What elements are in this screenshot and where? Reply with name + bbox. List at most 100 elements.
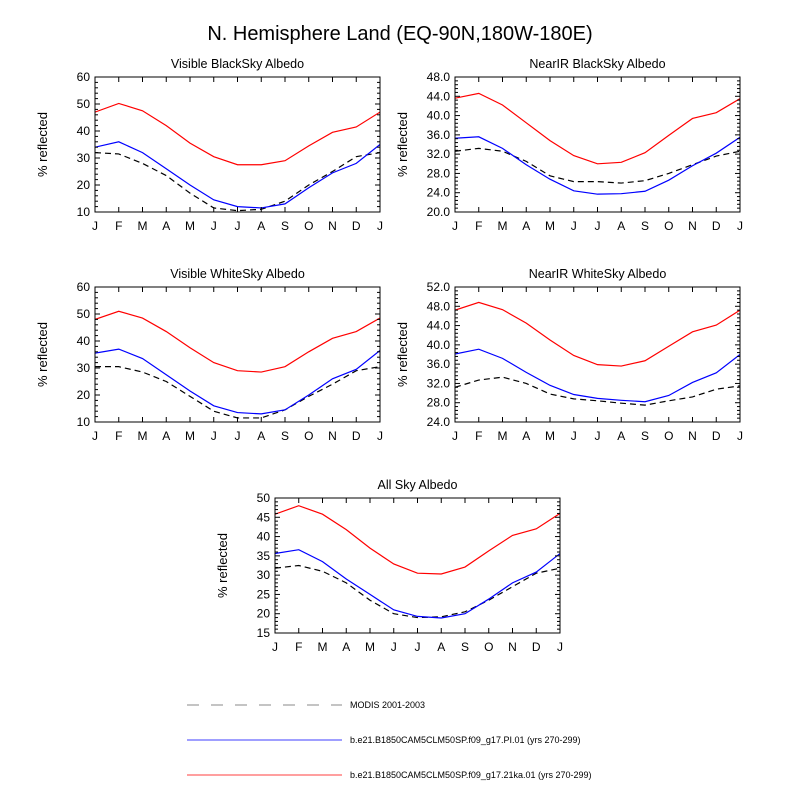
x-tick-label: M	[185, 429, 195, 443]
plot-frame	[94, 76, 381, 213]
x-tick-label: M	[138, 429, 148, 443]
y-axis-title: % reflected	[35, 322, 50, 387]
y-tick-label: 10	[77, 415, 91, 429]
x-tick-label: N	[328, 219, 337, 233]
x-tick-label: O	[664, 429, 673, 443]
y-tick-label: 20	[77, 388, 91, 402]
series-line-1	[275, 564, 560, 619]
x-tick-label: A	[257, 429, 265, 443]
x-tick-label: S	[281, 219, 289, 233]
series-line-3	[455, 92, 740, 165]
series-line-2	[275, 549, 560, 619]
y-tick-label: 40	[257, 530, 271, 544]
x-tick-label: D	[712, 219, 721, 233]
x-tick-label: A	[162, 429, 170, 443]
x-tick-label: D	[712, 429, 721, 443]
x-tick-label: J	[235, 429, 241, 443]
y-tick-label: 48.0	[427, 299, 451, 313]
x-tick-label: J	[595, 429, 601, 443]
y-tick-label: 52.0	[427, 280, 451, 294]
legend-label-1: MODIS 2001-2003	[350, 700, 425, 710]
panel-2: NearIR BlackSky Albedo % reflected 20.0 24.…	[395, 57, 743, 233]
y-tick-label: 32.0	[427, 376, 451, 390]
y-tick-label: 15	[257, 626, 271, 640]
y-tick-label: 60	[77, 70, 91, 84]
x-tick-label: J	[452, 429, 458, 443]
y-axis-title: % reflected	[395, 322, 410, 387]
series-line-3	[275, 505, 560, 575]
x-tick-label: A	[257, 219, 265, 233]
series-line-1	[455, 147, 740, 184]
series-line-1	[95, 366, 380, 419]
y-tick-label: 30	[257, 568, 271, 582]
x-tick-label: J	[571, 219, 577, 233]
x-tick-label: J	[737, 429, 743, 443]
y-axis-title: % reflected	[395, 112, 410, 177]
x-tick-label: J	[211, 429, 217, 443]
x-tick-label: S	[281, 429, 289, 443]
x-tick-label: D	[532, 640, 541, 654]
x-tick-label: F	[475, 219, 482, 233]
x-tick-label: J	[377, 429, 383, 443]
y-tick-label: 20	[257, 607, 271, 621]
x-tick-label: D	[352, 429, 361, 443]
series-line-3	[95, 310, 380, 373]
series-line-3	[95, 102, 380, 166]
x-tick-label: F	[475, 429, 482, 443]
y-axis-title: % reflected	[35, 112, 50, 177]
series-line-3	[455, 301, 740, 367]
y-tick-label: 40	[77, 124, 91, 138]
y-tick-label: 35	[257, 549, 271, 563]
x-tick-label: F	[115, 219, 122, 233]
x-tick-label: M	[365, 640, 375, 654]
x-tick-label: A	[522, 219, 530, 233]
x-tick-label: A	[617, 219, 625, 233]
x-tick-label: S	[461, 640, 469, 654]
x-tick-label: J	[235, 219, 241, 233]
x-tick-label: J	[737, 219, 743, 233]
x-tick-label: J	[415, 640, 421, 654]
x-tick-label: A	[437, 640, 445, 654]
y-tick-label: 30	[77, 361, 91, 375]
y-tick-label: 36.0	[427, 128, 451, 142]
x-tick-label: F	[295, 640, 302, 654]
y-tick-label: 24.0	[427, 415, 451, 429]
y-tick-label: 36.0	[427, 357, 451, 371]
series-line-2	[95, 348, 380, 415]
y-axis-title: % reflected	[215, 533, 230, 598]
x-tick-label: M	[318, 640, 328, 654]
x-tick-label: O	[484, 640, 493, 654]
panel-title: Visible WhiteSky Albedo	[170, 267, 305, 281]
y-tick-label: 50	[77, 307, 91, 321]
panel-4: NearIR WhiteSky Albedo % reflected 24.0 28.…	[395, 267, 743, 443]
y-tick-label: 32.0	[427, 147, 451, 161]
x-tick-label: M	[545, 219, 555, 233]
x-tick-label: N	[688, 219, 697, 233]
plot-frame	[274, 497, 561, 634]
x-tick-label: M	[185, 219, 195, 233]
y-tick-label: 10	[77, 205, 91, 219]
x-tick-label: J	[272, 640, 278, 654]
x-tick-label: M	[498, 219, 508, 233]
series-line-2	[455, 348, 740, 403]
x-tick-label: M	[138, 219, 148, 233]
y-tick-label: 50	[257, 491, 271, 505]
x-tick-label: N	[328, 429, 337, 443]
y-tick-label: 25	[257, 587, 271, 601]
y-tick-label: 30	[77, 151, 91, 165]
y-tick-label: 60	[77, 280, 91, 294]
x-tick-label: O	[304, 429, 313, 443]
y-tick-label: 44.0	[427, 319, 451, 333]
x-tick-label: J	[571, 429, 577, 443]
x-tick-label: A	[162, 219, 170, 233]
plot-frame	[454, 76, 741, 213]
y-tick-label: 48.0	[427, 70, 451, 84]
x-tick-label: O	[304, 219, 313, 233]
x-tick-label: A	[617, 429, 625, 443]
x-tick-label: D	[352, 219, 361, 233]
x-tick-label: M	[498, 429, 508, 443]
panels: Visible BlackSky Albedo % reflected 10 20 30…	[35, 57, 743, 654]
x-tick-label: J	[92, 429, 98, 443]
x-tick-label: J	[557, 640, 563, 654]
